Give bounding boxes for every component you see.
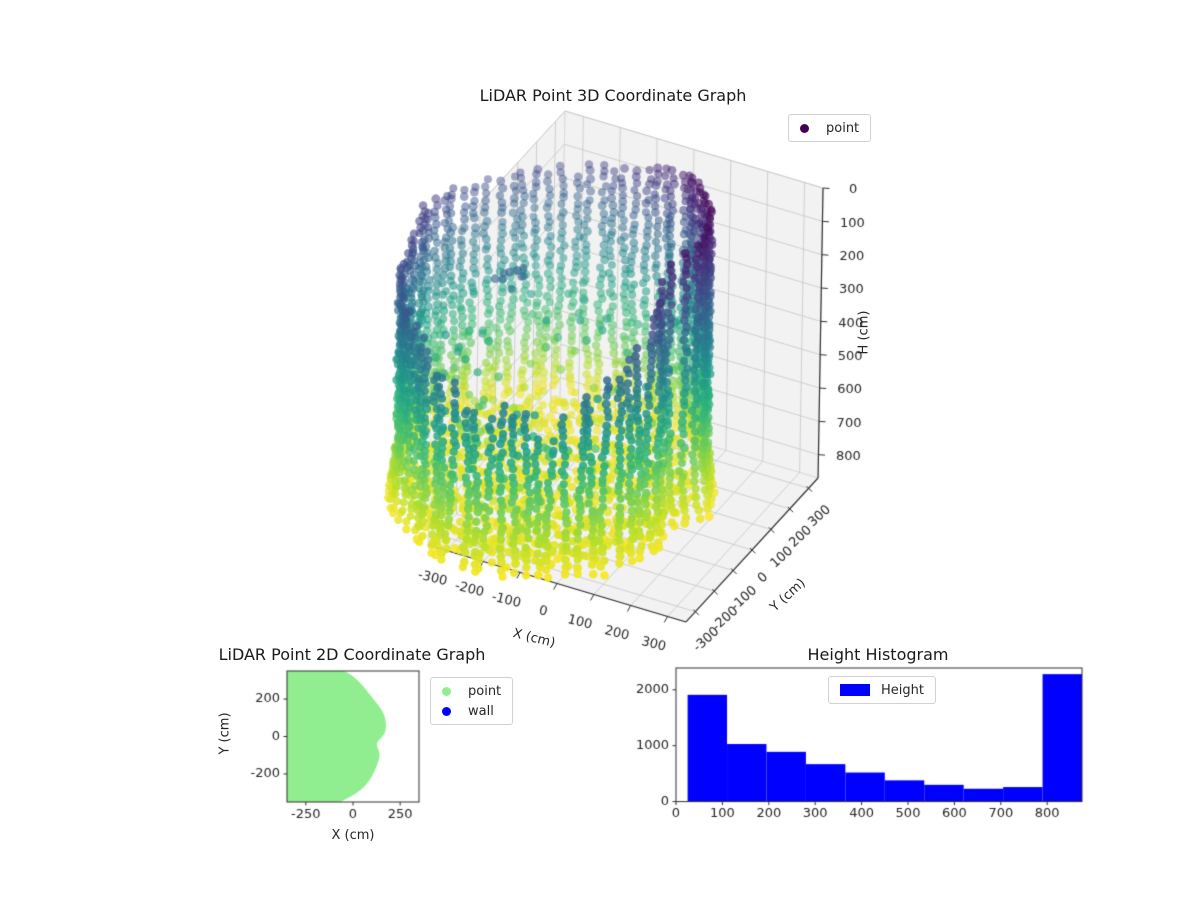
wall-marker-icon — [442, 706, 451, 716]
plot3d-title: LiDAR Point 3D Coordinate Graph — [479, 86, 747, 105]
plot3d-h-axis-label: H (cm) — [856, 310, 872, 355]
legend-entry-label: Height — [881, 682, 924, 698]
histogram-legend: Height — [828, 676, 936, 704]
plot2d-title: LiDAR Point 2D Coordinate Graph — [218, 645, 486, 664]
height-bar-swatch-icon — [840, 684, 870, 696]
plot2d-legend: point wall — [430, 677, 514, 725]
legend-entry-height: Height — [840, 680, 924, 700]
legend-entry-wall: wall — [442, 701, 501, 721]
legend-entry-label: point — [468, 683, 502, 699]
plot3d-legend: point — [788, 114, 872, 142]
legend-entry-point: point — [442, 681, 501, 701]
legend-entry-label: wall — [468, 703, 494, 719]
point-marker-icon — [800, 123, 809, 133]
plot2d-y-axis-label: Y (cm) — [217, 712, 233, 755]
histogram-title: Height Histogram — [807, 645, 949, 664]
legend-entry-point: point — [800, 118, 859, 138]
point-marker-icon — [442, 686, 451, 696]
plot2d-x-axis-label: X (cm) — [331, 828, 375, 843]
legend-entry-label: point — [826, 120, 860, 136]
